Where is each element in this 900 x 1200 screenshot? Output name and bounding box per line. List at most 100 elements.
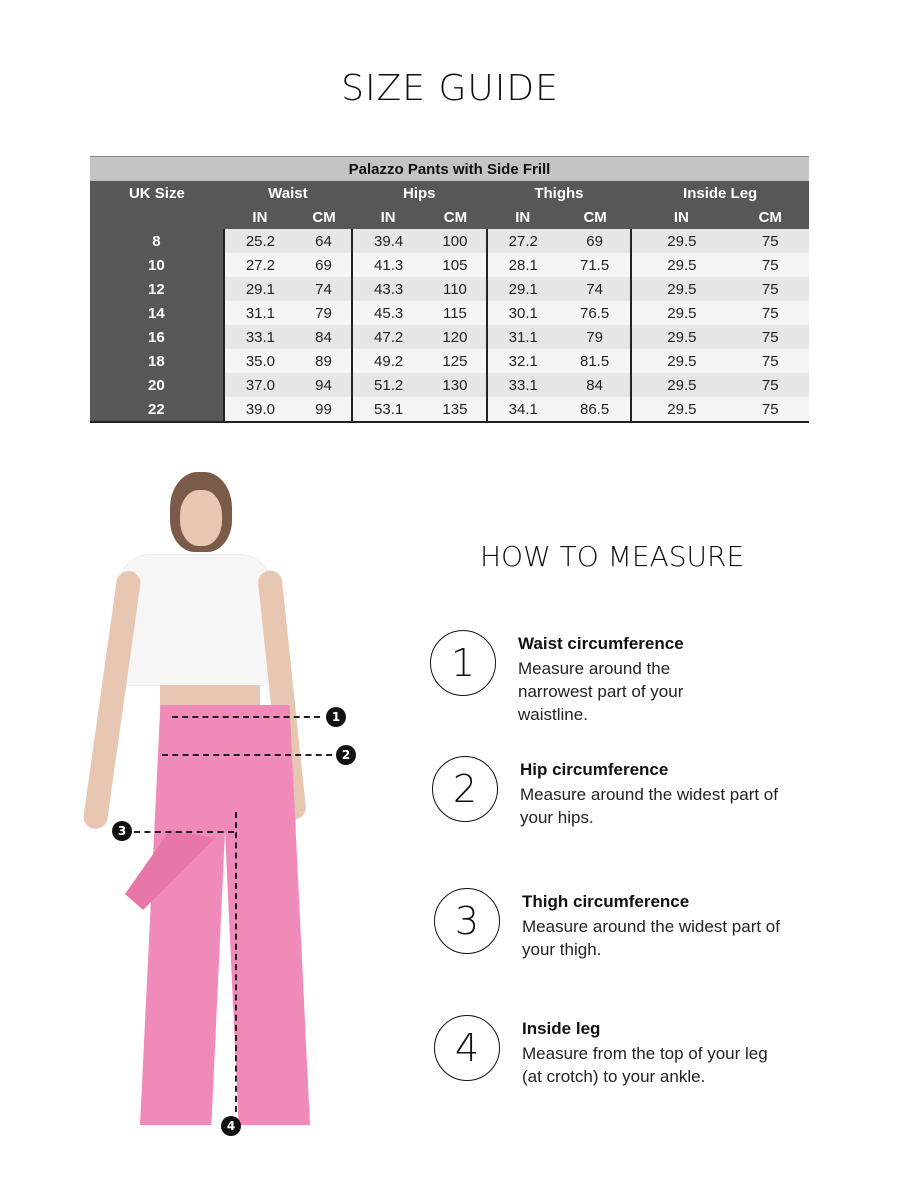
value-cell: 29.5 xyxy=(630,229,732,253)
unit-header: IN xyxy=(351,205,425,229)
step-number-circle: 2 xyxy=(432,756,498,822)
value-cell: 34.1 xyxy=(485,397,559,423)
step-title: Hip circumference xyxy=(520,760,669,779)
value-cell: 29.5 xyxy=(630,373,732,397)
value-cell: 43.3 xyxy=(350,277,425,301)
value-cell: 29.5 xyxy=(630,325,732,349)
size-cell: 10 xyxy=(90,253,224,277)
unit-header: CM xyxy=(424,205,487,229)
value-cell: 74 xyxy=(296,277,352,301)
table-caption: Palazzo Pants with Side Frill xyxy=(90,156,809,181)
value-cell: 71.5 xyxy=(558,253,632,277)
step-description: Measure around the narrowest part of you… xyxy=(518,659,684,724)
step-description: Measure from the top of your leg (at cro… xyxy=(522,1044,768,1086)
value-cell: 79 xyxy=(296,301,352,325)
value-cell: 69 xyxy=(296,253,352,277)
unit-header: IN xyxy=(631,205,732,229)
step-title: Thigh circumference xyxy=(522,892,690,911)
value-cell: 29.5 xyxy=(630,349,732,373)
value-cell: 135 xyxy=(424,397,487,423)
model-pants xyxy=(140,705,310,1125)
table-row: 8 25.2 64 39.4 100 27.2 69 29.5 75 xyxy=(90,229,809,253)
value-cell: 69 xyxy=(558,229,632,253)
value-cell: 29.5 xyxy=(630,253,732,277)
value-cell: 75 xyxy=(731,349,809,373)
table-row: 22 39.0 99 53.1 135 34.1 86.5 29.5 75 xyxy=(90,397,809,423)
value-cell: 28.1 xyxy=(485,253,559,277)
step-title: Waist circumference xyxy=(518,634,684,653)
value-cell: 30.1 xyxy=(485,301,559,325)
waist-guide-line xyxy=(172,716,320,718)
value-cell: 81.5 xyxy=(558,349,632,373)
value-cell: 79 xyxy=(558,325,632,349)
size-table: Palazzo Pants with Side Frill UK Size Wa… xyxy=(90,156,809,423)
value-cell: 86.5 xyxy=(558,397,632,423)
col-waist: Waist xyxy=(223,181,352,205)
size-cell: 16 xyxy=(90,325,224,349)
size-cell: 22 xyxy=(90,397,224,423)
value-cell: 29.1 xyxy=(485,277,559,301)
value-cell: 32.1 xyxy=(485,349,559,373)
value-cell: 125 xyxy=(424,349,487,373)
measure-step: 4 Inside leg Measure from the top of your … xyxy=(434,1015,854,1086)
marker-2: 2 xyxy=(336,745,356,765)
model-top xyxy=(120,555,270,685)
size-cell: 14 xyxy=(90,301,224,325)
value-cell: 45.3 xyxy=(350,301,425,325)
table-row: 12 29.1 74 43.3 110 29.1 74 29.5 75 xyxy=(90,277,809,301)
value-cell: 115 xyxy=(424,301,487,325)
value-cell: 64 xyxy=(296,229,352,253)
value-cell: 31.1 xyxy=(485,325,559,349)
unit-header: CM xyxy=(296,205,352,229)
value-cell: 75 xyxy=(731,277,809,301)
value-cell: 51.2 xyxy=(350,373,425,397)
col-inside-leg: Inside Leg xyxy=(631,181,809,205)
unit-blank xyxy=(90,205,224,229)
value-cell: 29.5 xyxy=(630,397,732,423)
value-cell: 29.1 xyxy=(222,277,297,301)
value-cell: 47.2 xyxy=(350,325,425,349)
value-cell: 33.1 xyxy=(485,373,559,397)
table-row: 14 31.1 79 45.3 115 30.1 76.5 29.5 75 xyxy=(90,301,809,325)
marker-1: 1 xyxy=(326,707,346,727)
value-cell: 94 xyxy=(296,373,352,397)
value-cell: 75 xyxy=(731,229,809,253)
value-cell: 25.2 xyxy=(222,229,297,253)
col-hips: Hips xyxy=(351,181,487,205)
value-cell: 49.2 xyxy=(350,349,425,373)
unit-header: CM xyxy=(731,205,809,229)
value-cell: 99 xyxy=(296,397,352,423)
step-number-circle: 3 xyxy=(434,888,500,954)
measure-step: 1 Waist circumference Measure around the n… xyxy=(430,630,850,724)
model-face xyxy=(180,490,222,546)
value-cell: 31.1 xyxy=(222,301,297,325)
value-cell: 29.5 xyxy=(630,277,732,301)
model-arm-left xyxy=(82,569,142,831)
value-cell: 84 xyxy=(296,325,352,349)
table-row: 18 35.0 89 49.2 125 32.1 81.5 29.5 75 xyxy=(90,349,809,373)
marker-4: 4 xyxy=(221,1116,241,1136)
value-cell: 75 xyxy=(731,325,809,349)
step-description: Measure around the widest part of your h… xyxy=(520,785,778,827)
value-cell: 35.0 xyxy=(222,349,297,373)
measure-step: 3 Thigh circumference Measure around the w… xyxy=(434,888,854,959)
step-number-circle: 4 xyxy=(434,1015,500,1081)
step-number-circle: 1 xyxy=(430,630,496,696)
value-cell: 89 xyxy=(296,349,352,373)
table-row: 16 33.1 84 47.2 120 31.1 79 29.5 75 xyxy=(90,325,809,349)
value-cell: 100 xyxy=(424,229,487,253)
value-cell: 75 xyxy=(731,253,809,277)
value-cell: 130 xyxy=(424,373,487,397)
size-cell: 20 xyxy=(90,373,224,397)
value-cell: 75 xyxy=(731,373,809,397)
value-cell: 53.1 xyxy=(350,397,425,423)
size-cell: 8 xyxy=(90,229,224,253)
value-cell: 37.0 xyxy=(222,373,297,397)
marker-3: 3 xyxy=(112,821,132,841)
unit-header: IN xyxy=(486,205,559,229)
thigh-guide-line xyxy=(134,831,234,833)
value-cell: 84 xyxy=(558,373,632,397)
value-cell: 39.0 xyxy=(222,397,297,423)
unit-header: IN xyxy=(223,205,297,229)
